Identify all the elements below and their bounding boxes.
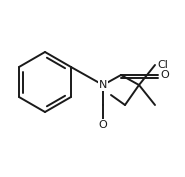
Text: O: O: [99, 120, 107, 130]
Text: N: N: [99, 80, 107, 90]
Text: Cl: Cl: [157, 60, 168, 70]
Text: O: O: [160, 70, 169, 80]
